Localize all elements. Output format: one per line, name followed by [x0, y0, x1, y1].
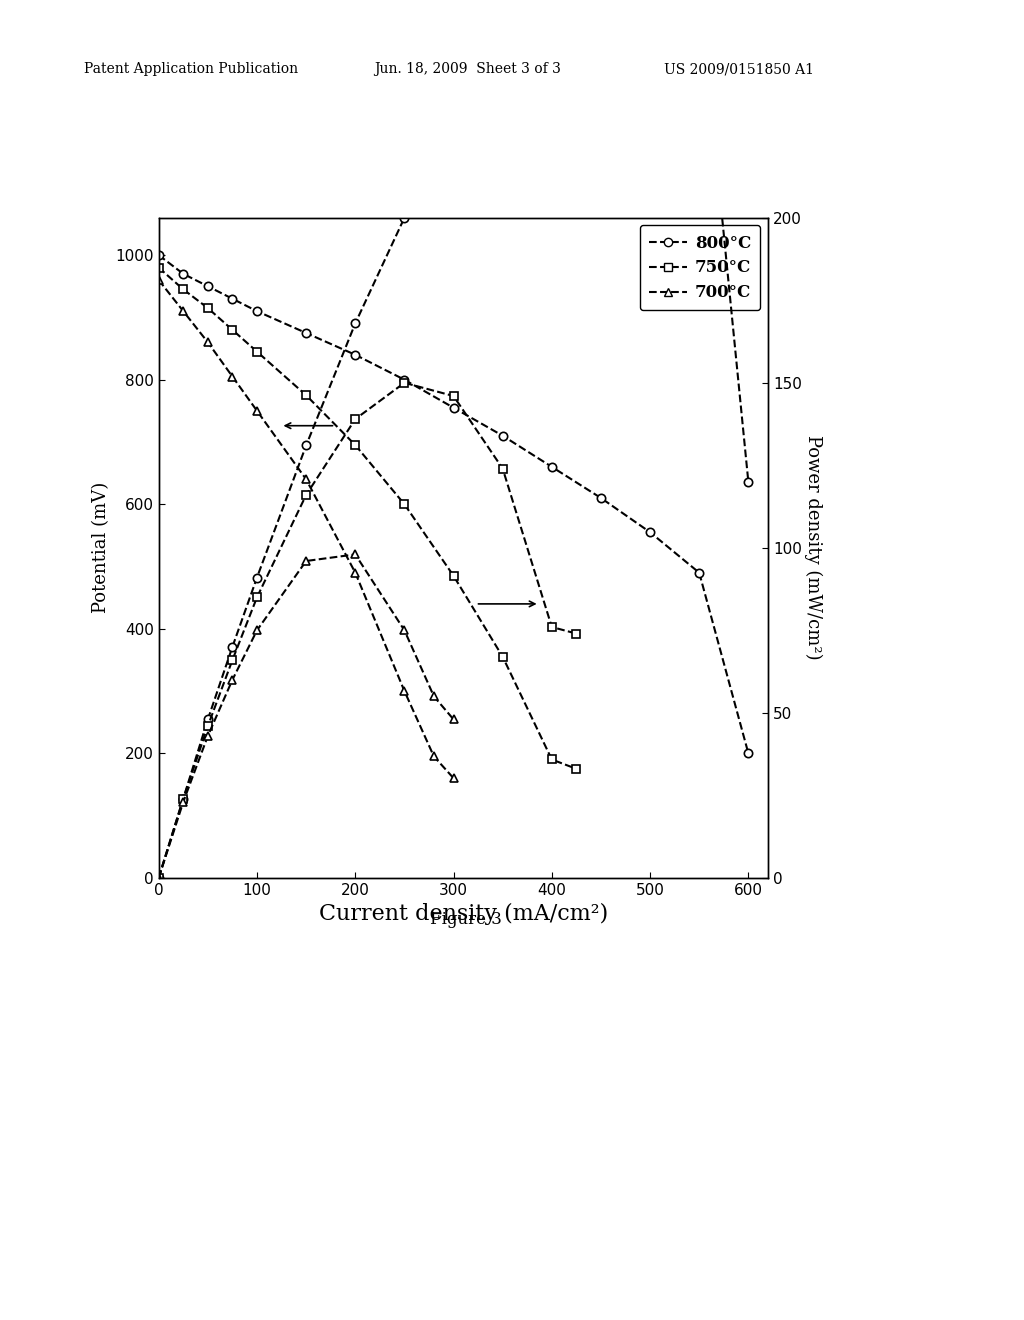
Text: Patent Application Publication: Patent Application Publication: [84, 62, 298, 77]
Legend: 800°C, 750°C, 700°C: 800°C, 750°C, 700°C: [640, 226, 761, 310]
Text: US 2009/0151850 A1: US 2009/0151850 A1: [664, 62, 813, 77]
Text: Jun. 18, 2009  Sheet 3 of 3: Jun. 18, 2009 Sheet 3 of 3: [374, 62, 560, 77]
Y-axis label: Potential (mV): Potential (mV): [92, 482, 110, 614]
Text: Figure 3: Figure 3: [430, 911, 502, 928]
X-axis label: Current density (mA/cm²): Current density (mA/cm²): [318, 903, 608, 925]
Y-axis label: Power density (mW/cm²): Power density (mW/cm²): [804, 436, 822, 660]
